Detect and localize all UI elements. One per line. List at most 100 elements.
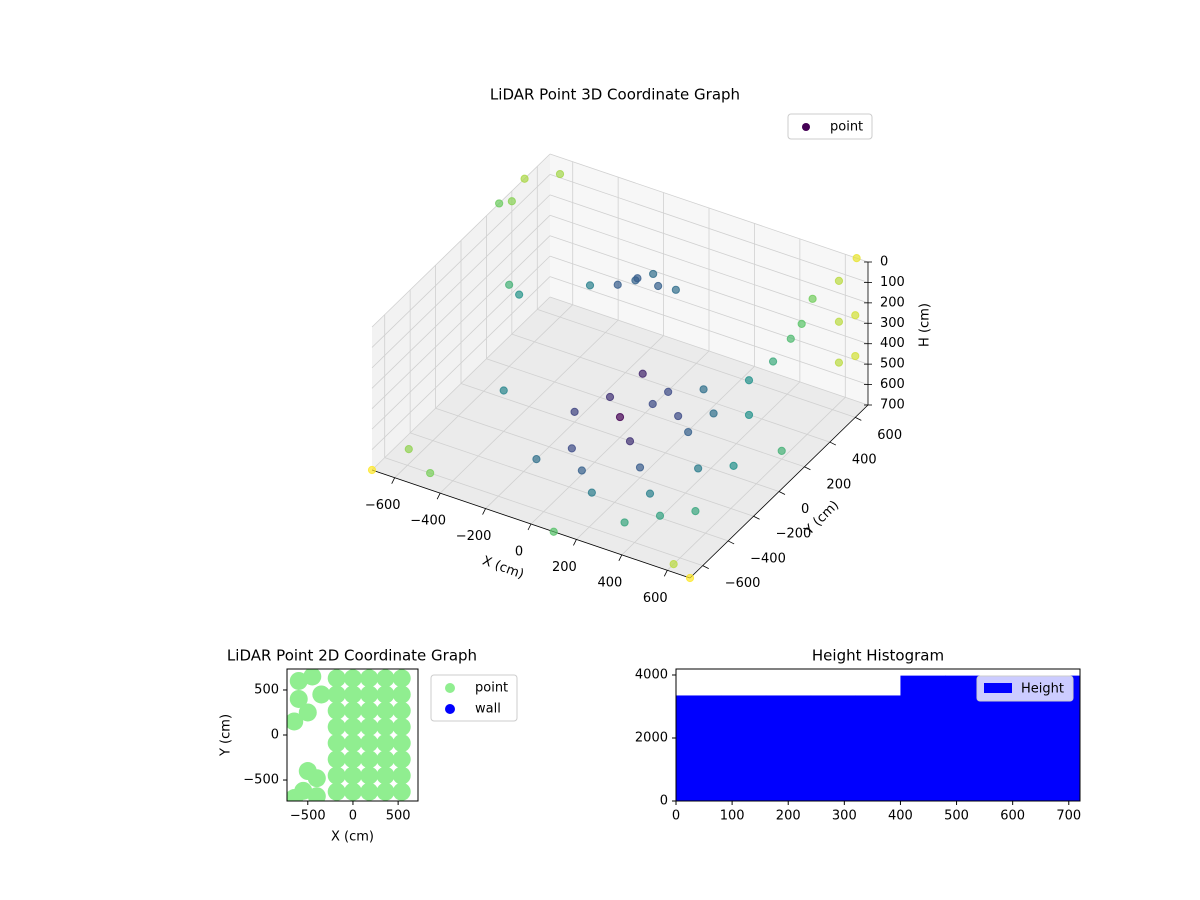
y-tick bbox=[753, 515, 760, 520]
grid-line bbox=[371, 235, 551, 410]
data-point bbox=[392, 685, 411, 704]
data-point bbox=[343, 766, 362, 785]
grid-line bbox=[549, 276, 869, 385]
data-point bbox=[587, 488, 596, 497]
grid-line bbox=[486, 358, 805, 468]
legend-box bbox=[430, 674, 518, 722]
data-point bbox=[808, 294, 817, 303]
x-tick-label: 0 bbox=[515, 545, 523, 560]
data-point bbox=[289, 689, 308, 708]
grid-line bbox=[384, 457, 703, 567]
x-tick-label: 500 bbox=[944, 809, 969, 824]
data-point bbox=[360, 717, 379, 736]
x-tick bbox=[618, 554, 623, 562]
data-point bbox=[312, 685, 331, 704]
x-tick-label: −500 bbox=[290, 809, 326, 824]
legend-marker bbox=[445, 683, 455, 693]
data-point bbox=[392, 717, 411, 736]
grid-line bbox=[371, 276, 551, 450]
x-tick-label: 400 bbox=[888, 809, 913, 824]
data-point bbox=[360, 701, 379, 720]
data-point bbox=[851, 351, 860, 361]
data-point bbox=[570, 407, 579, 416]
x-tick bbox=[436, 492, 441, 500]
legend-label: point bbox=[830, 120, 863, 135]
data-point bbox=[520, 174, 529, 183]
y-axis-label: Y (cm) bbox=[219, 714, 234, 757]
y-axis-line bbox=[689, 404, 869, 579]
histogram-bar bbox=[855, 695, 901, 801]
x-tick-label: 0 bbox=[672, 809, 680, 824]
y-tick-label: 0 bbox=[271, 728, 279, 743]
data-point bbox=[671, 285, 680, 294]
y-tick-label: 0 bbox=[801, 502, 809, 517]
data-point bbox=[633, 274, 642, 283]
data-point bbox=[635, 463, 645, 472]
data-point bbox=[694, 464, 703, 473]
data-point bbox=[327, 717, 346, 736]
data-point bbox=[549, 527, 558, 536]
legend-label: point bbox=[475, 681, 508, 696]
legend-box bbox=[787, 113, 873, 140]
grid-line bbox=[549, 235, 869, 345]
data-point bbox=[289, 671, 308, 690]
data-point bbox=[495, 199, 504, 208]
legend-label: wall bbox=[475, 702, 501, 717]
data-point bbox=[392, 701, 411, 720]
grid-line bbox=[549, 296, 869, 406]
chart-title: LiDAR Point 2D Coordinate Graph bbox=[227, 647, 477, 665]
data-point bbox=[360, 766, 379, 785]
z-tick-label: 300 bbox=[880, 316, 905, 331]
z-tick-label: 0 bbox=[880, 255, 888, 270]
data-point bbox=[669, 560, 678, 569]
y-tick-label: 500 bbox=[254, 682, 279, 697]
data-point bbox=[532, 455, 541, 464]
y-tick bbox=[702, 565, 709, 570]
data-point bbox=[392, 669, 411, 688]
x-tick-label: 600 bbox=[643, 591, 668, 606]
data-point bbox=[343, 701, 362, 720]
data-point bbox=[327, 782, 346, 801]
data-point bbox=[615, 412, 625, 422]
y-tick-label: 600 bbox=[877, 428, 902, 443]
x-tick-label: 0 bbox=[349, 809, 357, 824]
grid-line bbox=[549, 214, 869, 324]
data-point bbox=[343, 782, 362, 801]
data-point bbox=[367, 465, 377, 475]
data-point bbox=[674, 411, 683, 421]
z-tick-label: 400 bbox=[880, 336, 905, 351]
z-tick-label: 700 bbox=[880, 398, 905, 413]
data-point bbox=[307, 787, 326, 801]
y-tick bbox=[804, 466, 811, 471]
data-point bbox=[744, 410, 754, 420]
y-tick-label: 4000 bbox=[635, 667, 668, 682]
data-point bbox=[327, 766, 346, 785]
data-point bbox=[392, 766, 411, 785]
x-tick bbox=[482, 508, 486, 515]
data-point bbox=[343, 750, 362, 769]
grid-line bbox=[371, 214, 551, 389]
data-point bbox=[360, 750, 379, 769]
data-point bbox=[852, 254, 861, 263]
data-point bbox=[499, 386, 508, 395]
data-point bbox=[307, 769, 326, 788]
data-point bbox=[620, 518, 629, 527]
data-point bbox=[645, 489, 655, 498]
y-tick-label: 400 bbox=[852, 453, 877, 468]
histogram-bar bbox=[810, 695, 857, 801]
grid-line bbox=[549, 255, 869, 365]
data-point bbox=[376, 750, 395, 769]
data-point bbox=[649, 269, 658, 279]
grid-line bbox=[410, 432, 729, 542]
data-point bbox=[360, 669, 379, 688]
data-point bbox=[655, 511, 665, 520]
data-point bbox=[376, 669, 395, 688]
data-point bbox=[376, 734, 395, 753]
axes-frame bbox=[675, 668, 1081, 802]
data-point bbox=[709, 409, 718, 418]
data-point bbox=[638, 369, 647, 378]
grid-line bbox=[549, 153, 869, 263]
plot-area bbox=[287, 669, 411, 801]
y-tick-label: −500 bbox=[243, 773, 279, 788]
